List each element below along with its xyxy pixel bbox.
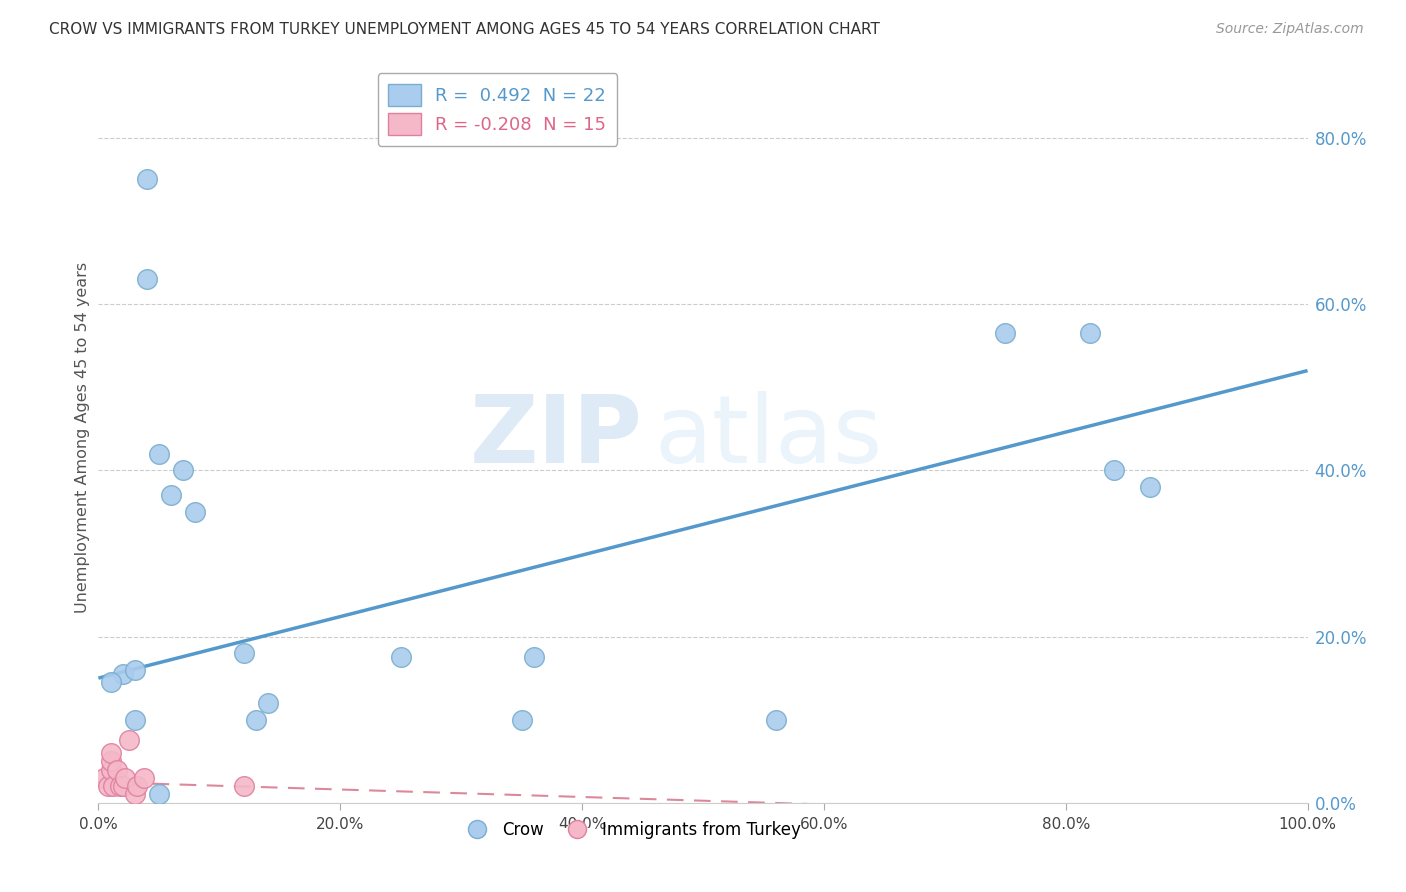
Point xyxy=(100,675,122,690)
Point xyxy=(389,650,412,665)
Point xyxy=(124,663,146,677)
Point xyxy=(101,779,124,793)
Point xyxy=(1102,463,1125,477)
Point xyxy=(245,713,267,727)
Point xyxy=(97,779,120,793)
Point xyxy=(114,771,136,785)
Text: Source: ZipAtlas.com: Source: ZipAtlas.com xyxy=(1216,22,1364,37)
Point xyxy=(1139,480,1161,494)
Point xyxy=(256,696,278,710)
Point xyxy=(135,172,157,186)
Point xyxy=(118,733,141,747)
Point xyxy=(124,788,146,802)
Point xyxy=(148,788,170,802)
Text: ZIP: ZIP xyxy=(470,391,643,483)
Y-axis label: Unemployment Among Ages 45 to 54 years: Unemployment Among Ages 45 to 54 years xyxy=(75,261,90,613)
Point xyxy=(111,779,134,793)
Point xyxy=(105,763,128,777)
Point xyxy=(111,667,134,681)
Point xyxy=(100,763,122,777)
Point xyxy=(232,779,254,793)
Point xyxy=(135,272,157,286)
Point xyxy=(93,771,115,785)
Text: CROW VS IMMIGRANTS FROM TURKEY UNEMPLOYMENT AMONG AGES 45 TO 54 YEARS CORRELATIO: CROW VS IMMIGRANTS FROM TURKEY UNEMPLOYM… xyxy=(49,22,880,37)
Point xyxy=(134,771,156,785)
Point xyxy=(523,650,546,665)
Point xyxy=(172,463,194,477)
Point xyxy=(127,779,149,793)
Point xyxy=(100,746,122,760)
Point xyxy=(100,754,122,768)
Point xyxy=(124,713,146,727)
Text: atlas: atlas xyxy=(655,391,883,483)
Point xyxy=(184,505,207,519)
Point xyxy=(108,779,131,793)
Point xyxy=(510,713,533,727)
Point xyxy=(148,447,170,461)
Point xyxy=(160,488,183,502)
Point xyxy=(1078,326,1101,341)
Legend: Crow, Immigrants from Turkey: Crow, Immigrants from Turkey xyxy=(454,814,807,846)
Point xyxy=(232,646,254,660)
Point xyxy=(765,713,787,727)
Point xyxy=(994,326,1017,341)
